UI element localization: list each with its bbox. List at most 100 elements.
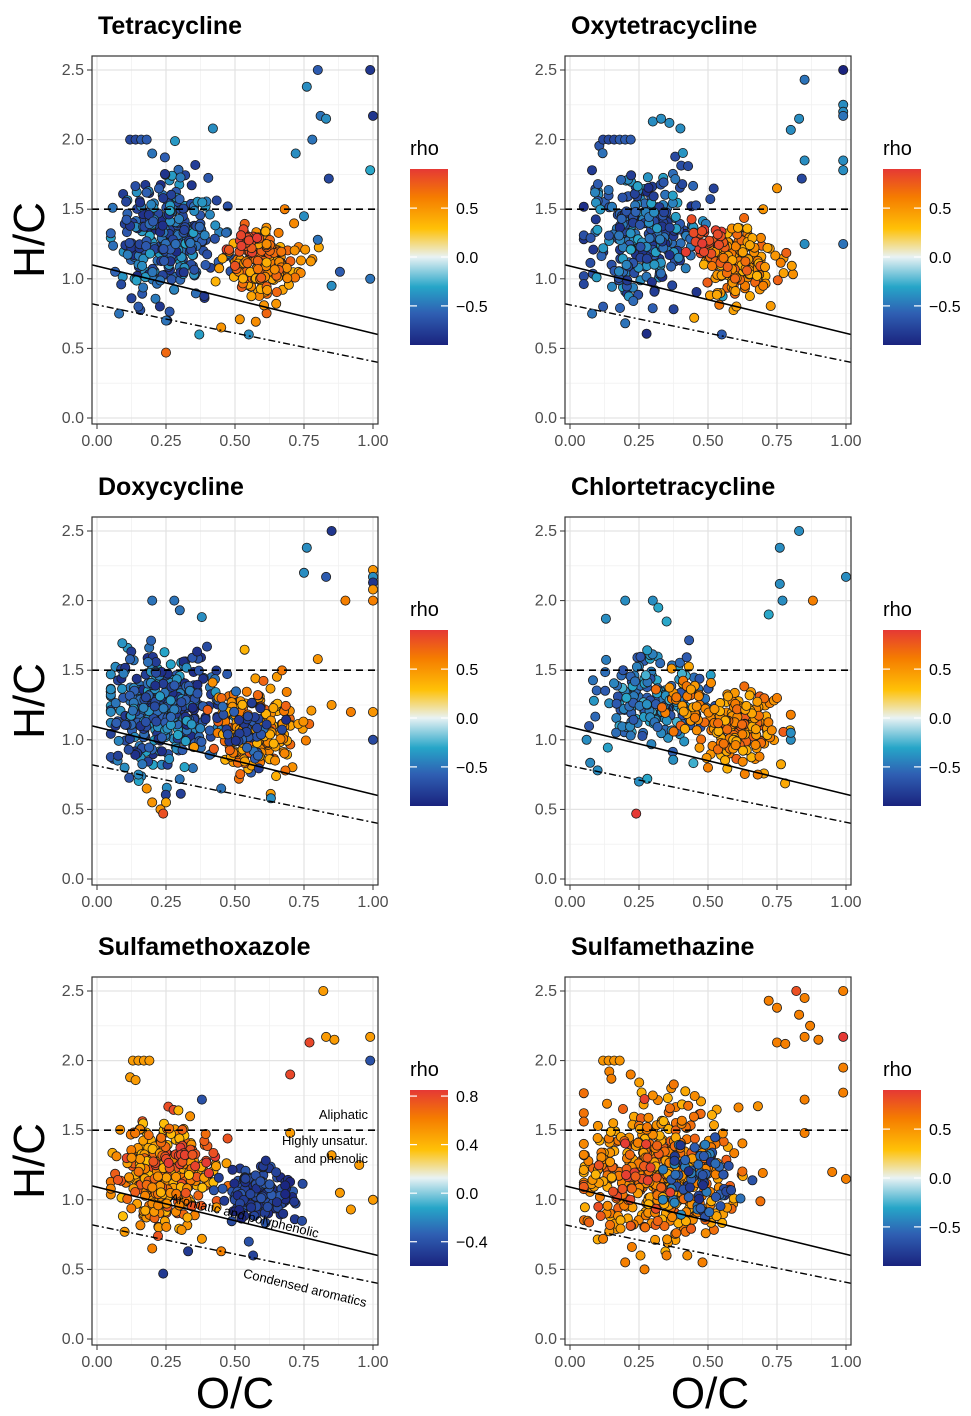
x-tick-label: 0.25 xyxy=(150,1354,181,1371)
data-point xyxy=(147,148,158,159)
legend-tick-label: −0.4 xyxy=(456,1235,488,1252)
data-point xyxy=(590,187,601,198)
data-point xyxy=(235,230,246,241)
data-point xyxy=(606,1172,617,1183)
data-point xyxy=(675,1140,686,1151)
data-point xyxy=(289,1196,300,1207)
data-point xyxy=(140,692,151,703)
data-point xyxy=(691,200,702,211)
data-point xyxy=(289,245,300,256)
data-point xyxy=(755,1196,766,1207)
data-point xyxy=(271,771,282,782)
data-point xyxy=(785,727,796,738)
data-point xyxy=(137,759,148,770)
data-point xyxy=(641,328,652,339)
data-point xyxy=(169,595,180,606)
data-point xyxy=(737,756,748,767)
data-point xyxy=(281,714,292,725)
data-point xyxy=(601,654,612,665)
data-point xyxy=(318,986,329,997)
data-point xyxy=(118,668,129,679)
legend-tick-label: 0.0 xyxy=(456,1186,478,1203)
data-point xyxy=(602,1200,613,1211)
data-point xyxy=(729,1148,740,1159)
data-point xyxy=(669,1155,680,1166)
data-point xyxy=(722,724,733,735)
data-point xyxy=(602,742,613,753)
data-point xyxy=(680,263,691,274)
data-point xyxy=(152,1171,163,1182)
data-point xyxy=(662,1234,673,1245)
y-axis-title: H/C xyxy=(5,1123,54,1199)
data-point xyxy=(606,1073,617,1084)
data-point xyxy=(737,1166,748,1177)
data-point xyxy=(137,260,148,271)
data-point xyxy=(149,701,160,712)
data-point xyxy=(670,1169,681,1180)
data-point xyxy=(190,159,201,170)
data-point xyxy=(652,1216,663,1227)
data-point xyxy=(647,1090,658,1101)
data-point xyxy=(196,612,207,623)
data-point xyxy=(718,252,729,263)
data-point xyxy=(187,702,198,713)
data-point xyxy=(301,81,312,92)
data-point xyxy=(144,1055,155,1066)
data-point xyxy=(620,595,631,606)
data-point xyxy=(678,706,689,717)
data-point xyxy=(186,719,197,730)
data-point xyxy=(367,584,378,595)
data-point xyxy=(752,270,763,281)
data-point xyxy=(147,1243,158,1254)
data-point xyxy=(140,717,151,728)
legend-tick-label: 0.4 xyxy=(456,1138,478,1155)
data-point xyxy=(662,1093,673,1104)
y-tick-label: 0.5 xyxy=(535,340,557,357)
data-point xyxy=(614,1055,625,1066)
panel-title: Sulfamethazine xyxy=(571,933,754,961)
x-tick-label: 1.00 xyxy=(830,894,861,911)
data-point xyxy=(655,234,666,245)
data-point xyxy=(157,220,168,231)
data-point xyxy=(664,1103,675,1114)
x-tick-label: 0.75 xyxy=(761,433,792,450)
data-point xyxy=(807,595,818,606)
data-point xyxy=(243,329,254,340)
data-point xyxy=(615,1223,626,1234)
data-point xyxy=(791,986,802,997)
data-point xyxy=(201,641,212,652)
data-point xyxy=(664,117,675,128)
data-point xyxy=(271,1167,282,1178)
data-point xyxy=(693,1159,704,1170)
data-point xyxy=(151,716,162,727)
y-tick-label: 0.0 xyxy=(535,1331,557,1348)
data-point xyxy=(208,1148,219,1159)
y-tick-label: 0.5 xyxy=(62,801,84,818)
legend-title: rho xyxy=(410,1059,439,1081)
data-point xyxy=(131,275,142,286)
data-point xyxy=(134,1154,145,1165)
data-point xyxy=(241,686,252,697)
x-tick-label: 0.00 xyxy=(81,433,112,450)
data-point xyxy=(673,252,684,263)
data-point xyxy=(146,635,157,646)
data-point xyxy=(688,758,699,769)
data-point xyxy=(757,1168,768,1179)
data-point xyxy=(592,1120,603,1131)
data-point xyxy=(754,751,765,762)
data-point xyxy=(794,526,805,537)
data-point xyxy=(211,1161,222,1172)
panel-title: Sulfamethoxazole xyxy=(98,933,311,961)
data-point xyxy=(262,284,273,295)
data-point xyxy=(741,700,752,711)
y-axis-title: H/C xyxy=(5,663,54,739)
x-tick-label: 1.00 xyxy=(830,1354,861,1371)
legend-tick-label: −0.5 xyxy=(456,760,488,777)
data-point xyxy=(603,230,614,241)
data-point xyxy=(298,567,309,578)
data-point xyxy=(365,1055,376,1066)
y-tick-label: 2.5 xyxy=(62,62,84,79)
x-tick-label: 0.75 xyxy=(761,894,792,911)
data-point xyxy=(702,277,713,288)
